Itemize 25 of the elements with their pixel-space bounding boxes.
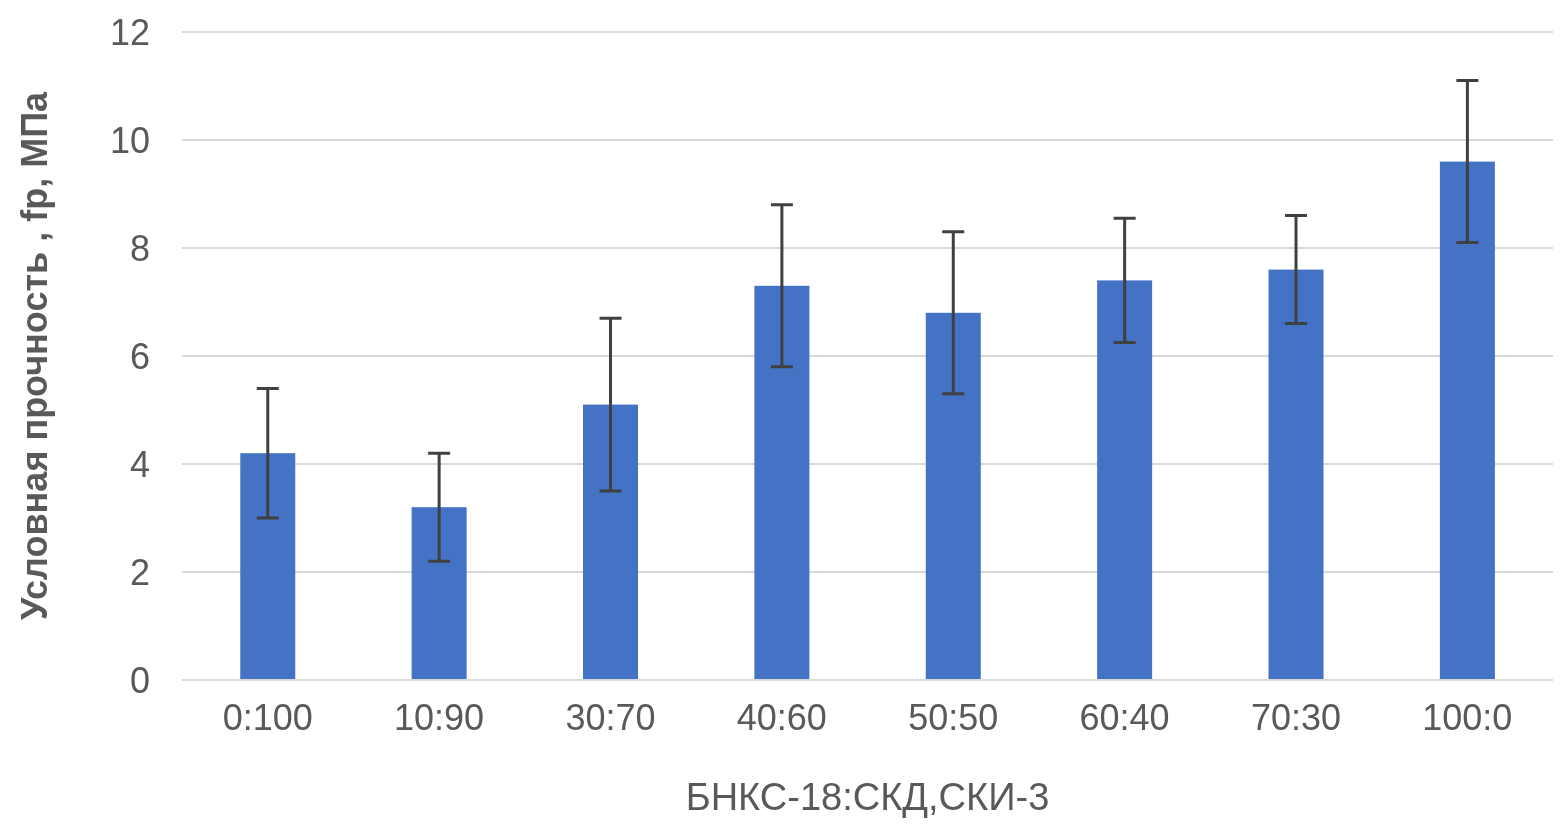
x-tick-label: 0:100	[222, 696, 313, 738]
y-axis-title: Условная прочность , fp, МПа	[13, 90, 55, 621]
y-tick-label: 2	[129, 551, 150, 593]
y-tick-label: 6	[129, 335, 150, 377]
bar	[240, 453, 296, 680]
bar	[1439, 161, 1495, 680]
x-tick-label: 70:30	[1250, 696, 1341, 738]
bar	[1268, 269, 1324, 680]
y-tick-label: 8	[129, 227, 150, 269]
x-axis-title: БНКС-18:СКД,СКИ-3	[685, 776, 1050, 818]
y-tick-label: 4	[129, 443, 150, 485]
bar	[583, 404, 639, 680]
x-tick-label: 30:70	[565, 696, 656, 738]
y-tick-label: 12	[109, 11, 150, 53]
x-tick-label: 10:90	[394, 696, 485, 738]
bar	[411, 507, 467, 680]
bar	[1097, 280, 1153, 680]
bar	[754, 285, 810, 680]
bar	[925, 312, 981, 680]
x-tick-label: 60:40	[1079, 696, 1170, 738]
x-tick-label: 100:0	[1422, 696, 1513, 738]
x-tick-label: 40:60	[736, 696, 827, 738]
y-tick-label: 10	[109, 119, 150, 161]
x-tick-label: 50:50	[908, 696, 999, 738]
y-tick-label: 0	[129, 659, 150, 701]
